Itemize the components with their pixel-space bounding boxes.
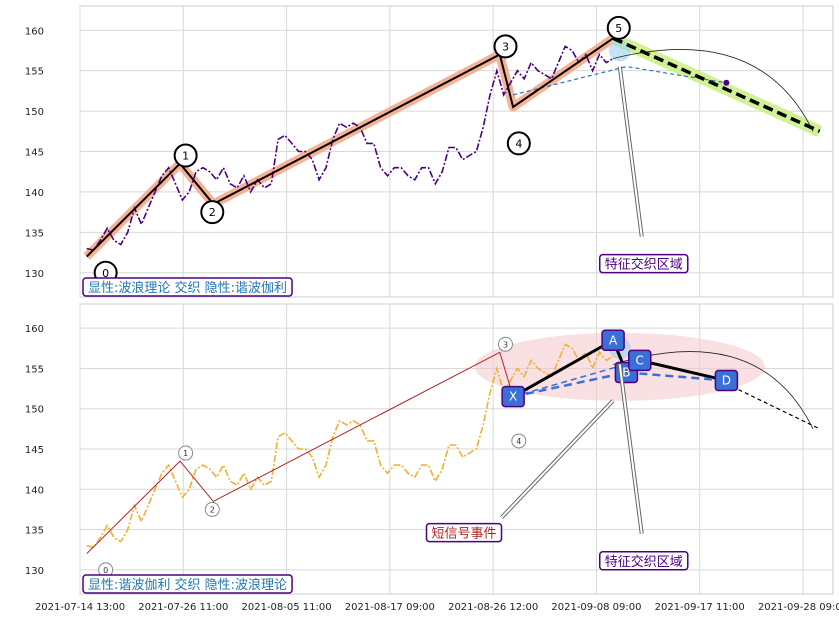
harmonic-point-label: B — [622, 365, 630, 379]
harmonic-point-a — [601, 329, 625, 351]
x-tick-label: 2021-07-14 13:00 — [35, 602, 125, 613]
harmonic-point-label: A — [609, 333, 618, 347]
harmonic-ratio-xb — [512, 371, 627, 398]
top-pointer-arrow-inner — [618, 66, 643, 237]
top-annotation-text: 显性:波浪理论 交织 隐性:谐波伽利 — [88, 280, 287, 296]
top-wave-label: 2 — [209, 206, 216, 219]
x-tick-label: 2021-09-17 11:00 — [655, 602, 745, 613]
x-tick-label: 2021-09-28 09:00 — [758, 602, 839, 613]
bottom-signal-arrow-inner — [500, 399, 614, 519]
bottom-annotation-box — [425, 522, 503, 543]
harmonic-leg-xa — [512, 338, 614, 398]
top-harmonic-curve — [512, 65, 727, 96]
bottom-pointer-arrow-inner — [618, 364, 643, 534]
bottom-wave-label: 0 — [103, 566, 108, 575]
bottom-wave-label: 3 — [503, 340, 508, 349]
top-forecast-line — [612, 36, 821, 133]
bottom-panel: 130 135 140 145 150 155 160 X A BC D 0 1 2 3 4 短信号事件特征交织… — [25, 303, 834, 595]
bottom-price-line — [86, 343, 614, 549]
bottom-y-tick-label: 140 — [25, 485, 44, 496]
bottom-annotation-text: 特征交织区域 — [605, 554, 683, 570]
bottom-y-tick-label: 145 — [25, 445, 44, 456]
top-panel: 130 135 140 145 150 155 160 0 1 2 3 4 5 特征交织区域显性:波浪理论… — [25, 5, 834, 298]
bottom-wave-zigzag — [86, 351, 514, 555]
harmonic-point-c — [628, 349, 652, 372]
bottom-y-tick-label: 160 — [25, 324, 44, 335]
bottom-annotation-text: 显性:谐波伽利 交织 隐性:波浪理论 — [88, 577, 287, 593]
bottom-wave-label-circle — [178, 445, 194, 461]
top-wave-label: 1 — [182, 150, 189, 163]
bottom-annotation-box — [599, 551, 689, 571]
x-tick-label: 2021-08-17 09:00 — [345, 602, 435, 613]
top-y-tick-label: 135 — [25, 228, 44, 239]
top-y-tick-label: 140 — [25, 188, 44, 199]
harmonic-ratio-bd — [626, 371, 727, 382]
top-y-tick-label: 150 — [25, 107, 44, 118]
x-tick-label: 2021-08-05 11:00 — [242, 602, 332, 613]
top-y-tick-label: 130 — [25, 269, 44, 280]
top-wave-label: 0 — [102, 267, 109, 280]
top-annotation-box — [599, 253, 689, 274]
top-wave-label: 5 — [615, 22, 622, 35]
top-y-tick-label: 155 — [25, 67, 44, 78]
top-wave-label: 4 — [515, 137, 522, 150]
harmonic-point-label: C — [636, 353, 644, 367]
bottom-wave-label-circle — [204, 501, 220, 517]
top-y-tick-label: 160 — [25, 26, 44, 37]
bottom-forecast-line — [719, 379, 820, 430]
x-tick-label: 2021-08-26 12:00 — [448, 602, 538, 613]
bottom-wave-label-circle — [511, 433, 527, 449]
bottom-wave-label: 4 — [516, 437, 521, 446]
harmonic-point-x — [501, 385, 525, 408]
top-annotation-text: 特征交织区域 — [605, 257, 683, 273]
top-wave-label-circle — [606, 15, 631, 40]
x-tick-label: 2021-07-26 11:00 — [138, 602, 228, 613]
top-projection-arc — [613, 49, 814, 132]
bottom-y-tick-label: 155 — [25, 364, 44, 375]
top-annotation-box — [82, 277, 293, 297]
harmonic-point-label: X — [509, 390, 517, 404]
top-harmonic-end-dot — [723, 79, 730, 86]
top-wave-label-circle — [506, 131, 531, 156]
top-wave-label-circle — [173, 143, 198, 168]
top-wave-label: 3 — [502, 40, 509, 53]
bottom-wave-label: 1 — [183, 449, 188, 458]
x-axis: 2021-07-14 13:00 2021-07-26 11:00 2021-08-… — [35, 602, 839, 613]
harmonic-leg-cd — [639, 358, 727, 382]
harmonic-point-label: D — [722, 374, 731, 388]
top-wave-zigzag — [85, 37, 614, 258]
top-wave-label-circle — [200, 200, 225, 225]
harmonic-ratio-xc — [512, 359, 640, 398]
bottom-y-tick-label: 130 — [25, 566, 44, 577]
bottom-y-tick-label: 150 — [25, 405, 44, 416]
bottom-annotation-text: 短信号事件 — [431, 527, 496, 542]
top-wave-label-circle — [493, 34, 518, 59]
bottom-wave-label-circle — [497, 336, 513, 352]
x-tick-label: 2021-09-08 09:00 — [551, 602, 641, 613]
bottom-y-tick-label: 135 — [25, 526, 44, 537]
harmonic-point-d — [714, 369, 739, 392]
top-y-tick-label: 145 — [25, 148, 44, 159]
top-price-line — [86, 45, 614, 252]
bottom-wave-label: 2 — [210, 505, 215, 514]
bottom-annotation-box — [82, 574, 293, 594]
